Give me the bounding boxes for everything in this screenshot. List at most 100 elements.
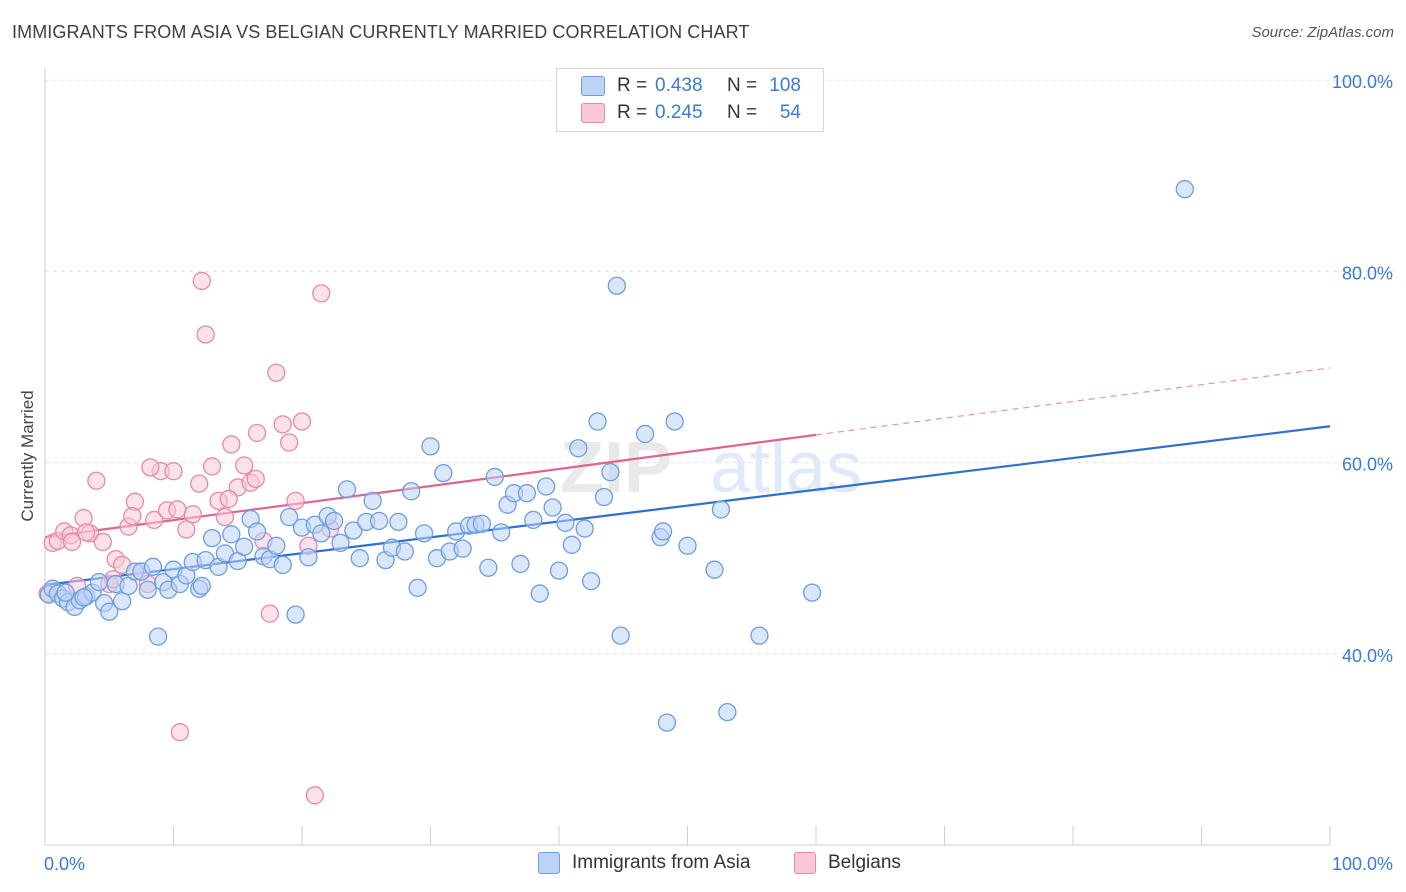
- trendline-belgians: [44, 433, 817, 539]
- legend-item-asia: Immigrants from Asia: [538, 852, 750, 874]
- point-asia: [312, 524, 331, 543]
- point-asia: [611, 626, 630, 645]
- point-asia: [369, 511, 389, 531]
- point-belgians: [286, 491, 305, 510]
- point-belgians: [170, 723, 190, 742]
- point-asia: [543, 498, 562, 517]
- point-belgians: [267, 363, 286, 382]
- point-asia: [56, 583, 75, 602]
- point-asia: [331, 533, 350, 553]
- data-points: [38, 180, 1194, 805]
- point-asia: [74, 588, 93, 607]
- point-belgians: [260, 604, 280, 623]
- y-tick-label: 60.0%: [1342, 455, 1393, 475]
- point-asia: [607, 276, 626, 295]
- r-value: 0.245: [655, 102, 703, 123]
- point-belgians: [93, 532, 112, 552]
- point-asia: [434, 463, 453, 483]
- point-asia: [100, 602, 119, 621]
- point-asia: [402, 482, 421, 501]
- point-asia: [89, 572, 109, 592]
- point-belgians: [222, 435, 241, 454]
- point-belgians: [190, 474, 209, 493]
- point-belgians: [312, 284, 331, 303]
- point-belgians: [192, 271, 211, 291]
- point-asia: [279, 507, 299, 527]
- point-asia: [192, 576, 211, 596]
- point-asia: [537, 477, 556, 496]
- point-belgians: [292, 412, 312, 431]
- chart-title: IMMIGRANTS FROM ASIA VS BELGIAN CURRENTL…: [12, 22, 750, 42]
- point-asia: [569, 439, 588, 458]
- point-asia: [581, 571, 601, 591]
- point-belgians: [279, 433, 299, 452]
- point-asia: [472, 514, 492, 533]
- point-asia: [750, 626, 769, 645]
- point-belgians: [76, 523, 96, 542]
- legend-label-asia: Immigrants from Asia: [572, 852, 751, 873]
- point-belgians: [141, 458, 160, 477]
- point-asia: [635, 424, 655, 444]
- point-asia: [414, 524, 434, 543]
- point-belgians: [305, 786, 325, 805]
- point-asia: [517, 484, 537, 503]
- trendline-belgians-extension: [815, 367, 1331, 436]
- point-asia: [222, 525, 241, 544]
- point-asia: [601, 463, 620, 482]
- point-asia: [802, 583, 822, 602]
- x-tick-label-min: 0.0%: [44, 854, 85, 874]
- point-asia: [389, 512, 408, 532]
- point-asia: [453, 539, 472, 558]
- point-asia: [485, 467, 504, 487]
- y-tick-label: 40.0%: [1342, 646, 1393, 666]
- point-belgians: [219, 489, 238, 509]
- point-asia: [588, 412, 607, 431]
- r-label: R =: [617, 102, 648, 123]
- point-belgians: [183, 505, 202, 524]
- point-asia: [344, 521, 363, 540]
- point-asia: [718, 702, 737, 722]
- point-asia: [479, 558, 498, 577]
- point-asia: [408, 578, 427, 597]
- watermark: ZIPatlas: [560, 428, 862, 508]
- y-tick-label: 80.0%: [1342, 263, 1393, 283]
- point-asia: [337, 480, 357, 499]
- point-belgians: [164, 462, 183, 481]
- point-belgians: [273, 415, 292, 434]
- point-asia: [148, 627, 168, 646]
- r-value: 0.438: [655, 75, 703, 96]
- point-asia: [530, 584, 549, 603]
- point-asia: [492, 523, 511, 542]
- point-belgians: [145, 510, 164, 530]
- point-asia: [267, 536, 286, 555]
- point-belgians: [215, 507, 235, 527]
- point-asia: [299, 548, 318, 567]
- point-asia: [511, 554, 530, 574]
- point-asia: [112, 592, 132, 611]
- point-asia: [395, 542, 414, 561]
- r-label: R =: [617, 75, 648, 96]
- point-belgians: [123, 506, 142, 526]
- legend-swatch-belgians: [794, 852, 816, 874]
- point-asia: [562, 535, 581, 554]
- point-asia: [594, 487, 614, 507]
- point-asia: [324, 511, 344, 531]
- correlation-legend: R = 0.438 N = 108 R = 0.245 N = 54: [556, 68, 824, 132]
- point-belgians: [62, 532, 82, 552]
- legend-swatch-asia: [581, 76, 605, 96]
- point-asia: [1175, 180, 1194, 199]
- legend-item-belgians: Belgians: [794, 852, 901, 874]
- x-tick-label-max: 100.0%: [1332, 854, 1393, 874]
- point-asia: [202, 528, 222, 548]
- point-belgians: [196, 325, 215, 344]
- series-legend: Immigrants from Asia Belgians: [0, 852, 1406, 878]
- point-belgians: [247, 423, 267, 443]
- n-value: 54: [779, 102, 801, 123]
- point-asia: [235, 537, 254, 556]
- point-belgians: [87, 471, 106, 490]
- point-asia: [665, 412, 684, 431]
- point-belgians: [235, 456, 254, 475]
- legend-swatch-asia: [538, 852, 560, 874]
- legend-swatch-belgians: [581, 103, 605, 123]
